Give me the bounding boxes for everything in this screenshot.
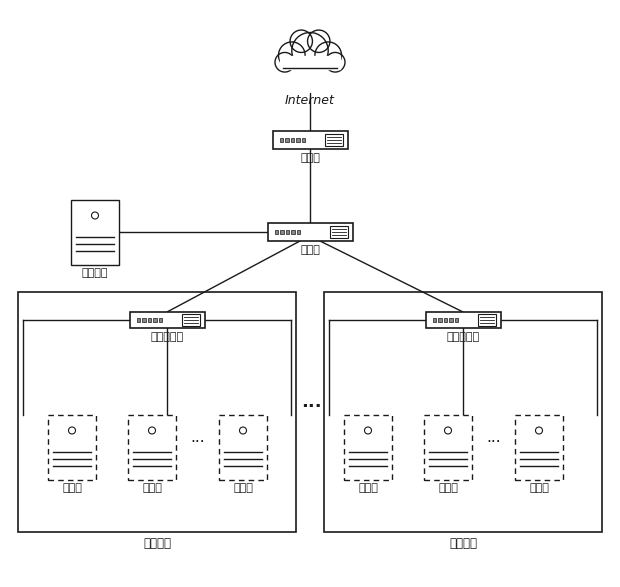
Bar <box>18 292 296 532</box>
Bar <box>477 314 495 326</box>
Bar <box>71 200 119 265</box>
Circle shape <box>292 32 328 69</box>
Bar <box>515 414 563 480</box>
Bar <box>291 230 294 234</box>
Bar <box>128 414 176 480</box>
Bar <box>280 56 340 69</box>
Text: 交换机: 交换机 <box>300 245 320 255</box>
Circle shape <box>278 42 305 69</box>
Bar <box>159 318 162 322</box>
Text: 虚拟机: 虚拟机 <box>529 484 549 494</box>
Bar <box>153 318 156 322</box>
Bar <box>438 318 441 322</box>
Text: 虚拟机: 虚拟机 <box>233 484 253 494</box>
Circle shape <box>445 427 451 434</box>
Bar <box>329 226 347 238</box>
Bar <box>443 318 447 322</box>
Text: 计算节点: 计算节点 <box>449 537 477 550</box>
Bar <box>275 230 278 234</box>
Text: 虚拟机: 虚拟机 <box>358 484 378 494</box>
Bar <box>433 318 436 322</box>
Bar <box>296 139 299 141</box>
Bar <box>280 230 283 234</box>
Text: 虚拟机: 虚拟机 <box>142 484 162 494</box>
Text: 控制节点: 控制节点 <box>82 268 108 278</box>
Text: 路由器: 路由器 <box>300 153 320 163</box>
Bar <box>424 414 472 480</box>
Bar <box>267 223 353 241</box>
Bar <box>148 318 151 322</box>
Bar <box>324 134 342 146</box>
Circle shape <box>326 52 345 72</box>
Text: ...: ... <box>486 430 501 444</box>
Bar <box>136 318 140 322</box>
Circle shape <box>315 42 342 69</box>
Bar <box>425 312 500 328</box>
Circle shape <box>308 30 330 52</box>
Text: 虚拟机: 虚拟机 <box>62 484 82 494</box>
Bar <box>291 139 294 141</box>
Bar <box>301 139 305 141</box>
Bar <box>454 318 458 322</box>
Bar <box>296 230 300 234</box>
Bar <box>48 414 96 480</box>
Circle shape <box>68 427 76 434</box>
Text: 计算节点: 计算节点 <box>143 537 171 550</box>
Circle shape <box>239 427 247 434</box>
Text: Internet: Internet <box>285 94 335 107</box>
Bar <box>142 318 146 322</box>
Text: ...: ... <box>190 430 205 444</box>
Bar <box>280 139 283 141</box>
Text: 虚拟机: 虚拟机 <box>438 484 458 494</box>
Bar <box>324 292 602 532</box>
Bar <box>182 314 200 326</box>
Bar <box>273 131 347 149</box>
Circle shape <box>149 427 156 434</box>
Circle shape <box>275 52 294 72</box>
Text: ...: ... <box>301 393 321 411</box>
Circle shape <box>536 427 542 434</box>
Text: 虚拟交换机: 虚拟交换机 <box>446 332 479 342</box>
Text: 虚拟交换机: 虚拟交换机 <box>151 332 184 342</box>
Bar <box>344 414 392 480</box>
Circle shape <box>290 30 312 52</box>
Bar <box>449 318 453 322</box>
Circle shape <box>92 212 99 219</box>
Bar <box>219 414 267 480</box>
Bar <box>285 230 289 234</box>
Bar <box>130 312 205 328</box>
Bar <box>285 139 288 141</box>
Circle shape <box>365 427 371 434</box>
